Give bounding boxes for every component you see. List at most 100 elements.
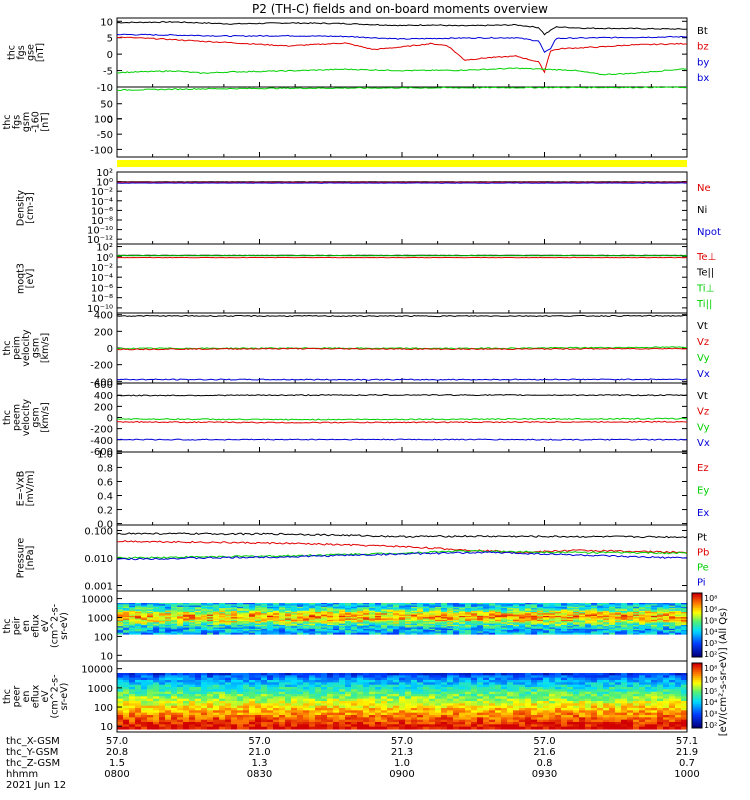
spectrogram-cell xyxy=(369,624,376,627)
spectrogram-cell xyxy=(603,630,610,633)
spectrogram-cell xyxy=(465,617,472,620)
spectrogram-cell xyxy=(657,694,664,697)
spectrogram-cell xyxy=(447,717,454,721)
spectrogram-cell xyxy=(207,724,214,728)
spectrogram-cell xyxy=(339,705,346,709)
spectrogram-cell xyxy=(243,689,250,693)
spectrogram-cell xyxy=(363,726,370,730)
spectrogram-cell xyxy=(387,673,394,676)
spectrogram-cell xyxy=(381,623,388,626)
spectrogram-cell xyxy=(603,618,610,621)
spectrogram-cell xyxy=(627,627,634,630)
spectrogram-cell xyxy=(561,627,568,630)
spectrogram-cell xyxy=(453,687,460,690)
spectrogram-cell xyxy=(129,610,136,613)
spectrogram-cell xyxy=(399,624,406,627)
spectrogram-cell xyxy=(147,705,154,709)
spectrogram-cell xyxy=(609,696,616,700)
spectrogram-cell xyxy=(273,604,280,607)
spectrogram-cell xyxy=(279,691,286,695)
spectrogram-cell xyxy=(195,614,202,617)
spectrogram-cell xyxy=(471,680,478,683)
spectrogram-cell xyxy=(387,608,394,611)
spectrogram-cell xyxy=(273,677,280,681)
spectrogram-cell xyxy=(237,622,244,625)
spectrogram-cell xyxy=(399,604,406,607)
spectrogram-cell xyxy=(141,682,148,686)
spectrogram-cell xyxy=(429,722,436,725)
spectrogram-cell xyxy=(435,603,442,605)
spectrogram-cell xyxy=(429,691,436,695)
spectrogram-cell xyxy=(417,708,424,711)
spectrogram-cell xyxy=(327,626,334,629)
spectrogram-cell xyxy=(627,675,634,679)
spectrogram-cell xyxy=(675,610,682,613)
spectrogram-cell xyxy=(459,682,466,686)
spectrogram-cell xyxy=(561,628,568,631)
spectrogram-cell xyxy=(663,673,670,676)
spectrogram-cell xyxy=(525,698,532,702)
spectrogram-cell xyxy=(621,606,628,609)
spectrogram-cell xyxy=(465,603,472,605)
spectrogram-cell xyxy=(141,603,148,605)
spectrogram-cell xyxy=(657,712,664,716)
spectrogram-cell xyxy=(171,606,178,609)
spectrogram-cell xyxy=(321,626,328,629)
spectrogram-cell xyxy=(291,698,298,702)
spectrogram-cell xyxy=(213,675,220,679)
spectrogram-cell xyxy=(429,626,436,629)
spectrogram-cell xyxy=(243,687,250,690)
spectrogram-cell xyxy=(333,673,340,676)
spectrogram-cell xyxy=(177,610,184,613)
spectrogram-cell xyxy=(249,703,256,707)
spectrogram-cell xyxy=(123,603,130,605)
spectrogram-cell xyxy=(135,632,142,635)
spectrogram-cell xyxy=(579,673,586,676)
spectrogram-cell xyxy=(477,684,484,688)
spectrogram-cell xyxy=(663,624,670,627)
spectrogram-cell xyxy=(159,687,166,690)
spectrogram-cell xyxy=(453,605,460,608)
spectrogram-cell xyxy=(345,609,352,612)
spectrogram-cell xyxy=(309,724,316,728)
spectrogram-cell xyxy=(219,726,226,730)
spectrogram-cell xyxy=(309,613,316,616)
spectrogram-cell xyxy=(165,701,172,704)
spectrogram-cell xyxy=(129,605,136,608)
spectrogram-cell xyxy=(465,712,472,716)
spectrogram-cell xyxy=(159,612,166,614)
spectrogram-cell xyxy=(675,712,682,716)
spectrogram-cell xyxy=(477,603,484,605)
spectrogram-cell xyxy=(237,621,244,623)
spectrogram-cell xyxy=(429,673,436,676)
spectrogram-cell xyxy=(651,691,658,695)
spectrogram-cell xyxy=(495,694,502,697)
spectrogram-cell xyxy=(651,715,658,718)
spectrogram-cell xyxy=(273,617,280,620)
spectrogram-cell xyxy=(669,717,676,721)
spectrogram-cell xyxy=(621,708,628,711)
spectrogram-cell xyxy=(525,715,532,718)
spectrogram-cell xyxy=(321,684,328,688)
spectrogram-cell xyxy=(309,680,316,683)
spectrogram-cell xyxy=(621,682,628,686)
spectrogram-cell xyxy=(219,691,226,695)
spectrogram-cell xyxy=(483,719,490,723)
spectrogram-cell xyxy=(369,684,376,688)
spectrogram-cell xyxy=(627,684,634,688)
spectrogram-cell xyxy=(159,708,166,711)
spectrogram-cell xyxy=(639,682,646,686)
spectrogram-cell xyxy=(285,603,292,605)
spectrogram-cell xyxy=(201,612,208,614)
spectrogram-cell xyxy=(477,726,484,730)
spectrogram-cell xyxy=(459,603,466,605)
spectrogram-cell xyxy=(189,682,196,686)
spectrogram-cell xyxy=(615,631,622,634)
spectrogram-cell xyxy=(495,615,502,618)
spectrogram-cell xyxy=(447,684,454,688)
spectrogram-cell xyxy=(165,722,172,725)
spectrogram-cell xyxy=(435,623,442,626)
spectrogram-cell xyxy=(357,623,364,626)
spectrogram-cell xyxy=(399,618,406,621)
spectrogram-cell xyxy=(231,675,238,679)
